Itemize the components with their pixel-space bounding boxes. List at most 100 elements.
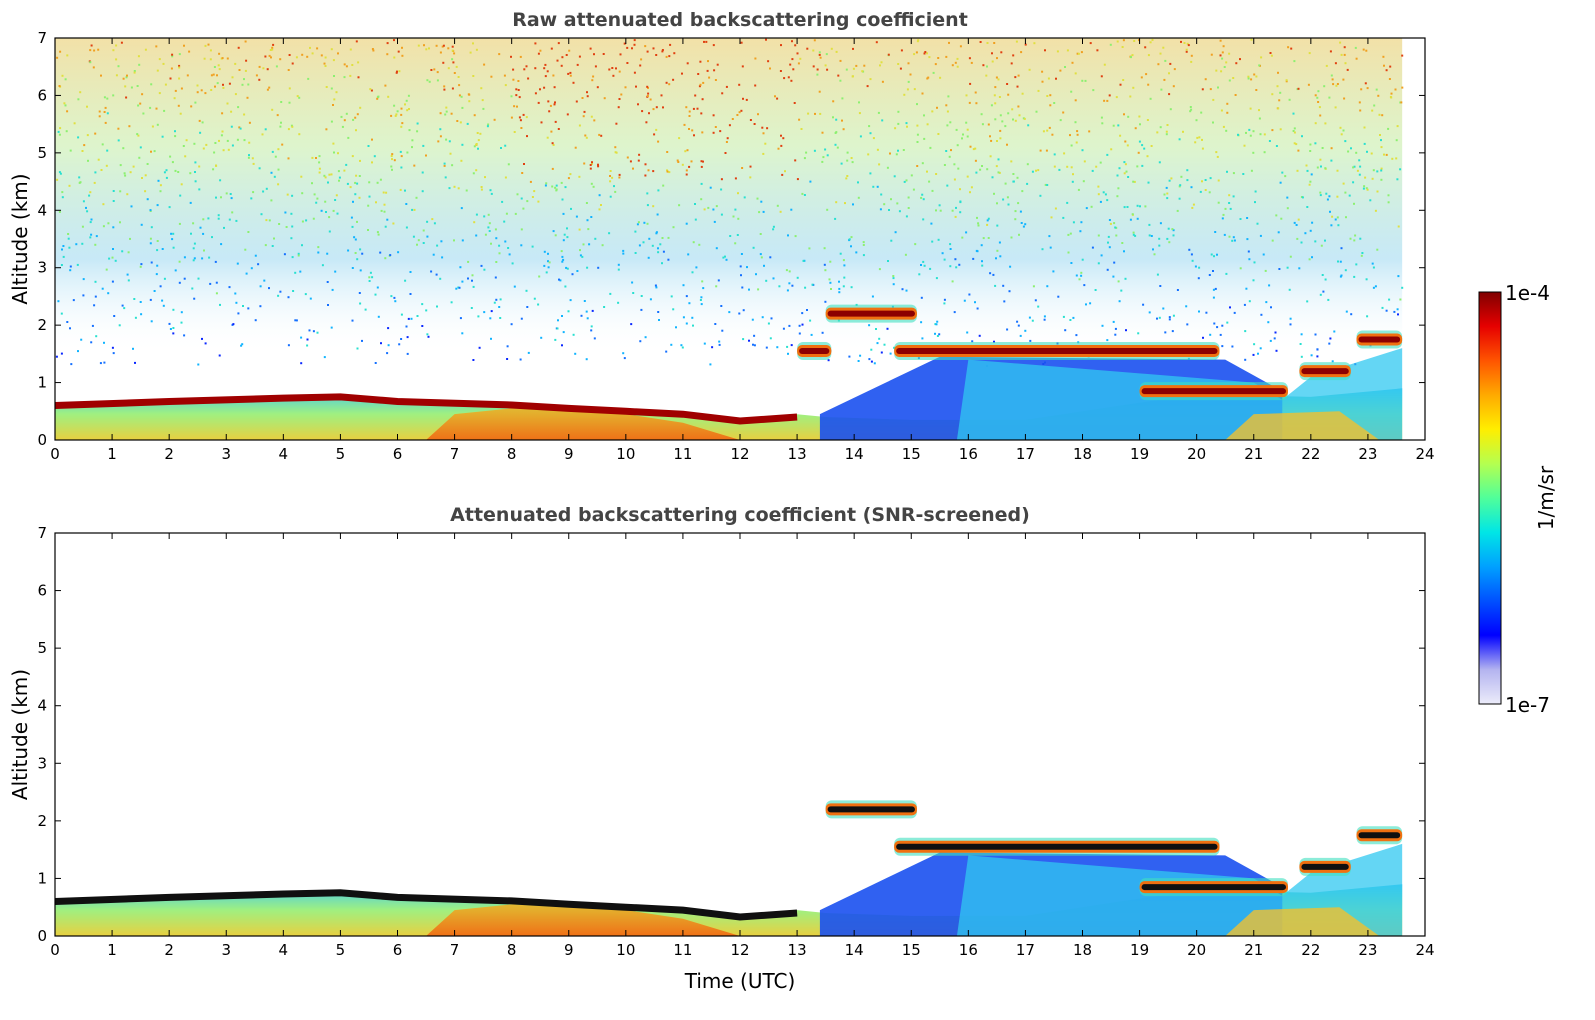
x-tick-label: 15: [902, 445, 921, 463]
cloud-core: [1301, 863, 1349, 870]
screened-backscatter-panel: Attenuated backscattering coefficient (S…: [8, 504, 1435, 993]
panel2-heatmap: [55, 800, 1403, 936]
cloud-core: [1358, 336, 1401, 343]
x-tick-label: 24: [1415, 941, 1434, 959]
x-tick-label: 3: [221, 445, 231, 463]
cloud-core: [1141, 388, 1286, 395]
y-tick-label: 2: [37, 316, 47, 334]
y-tick-label: 4: [37, 697, 47, 715]
x-tick-label: 19: [1130, 445, 1149, 463]
x-tick-label: 13: [788, 445, 807, 463]
cloud-core: [799, 347, 830, 354]
x-tick-label: 0: [50, 941, 60, 959]
y-tick-label: 6: [37, 86, 47, 104]
y-tick-label: 0: [37, 431, 47, 449]
panel1-y-ticks: 0 1 2 3 4 5 6 7: [37, 29, 1425, 449]
x-tick-label: 10: [616, 941, 635, 959]
y-tick-label: 3: [37, 259, 47, 277]
y-tick-label: 7: [37, 524, 47, 542]
panel1-title: Raw attenuated backscattering coefficien…: [512, 9, 968, 31]
x-tick-label: 20: [1187, 941, 1206, 959]
x-tick-label: 16: [959, 445, 978, 463]
boundary-layer-top: [55, 889, 798, 921]
x-tick-label: 12: [730, 941, 749, 959]
x-tick-label: 7: [450, 941, 460, 959]
y-tick-label: 5: [37, 144, 47, 162]
panel1-heatmap: [55, 38, 1404, 440]
panel2-y-axis-label: Altitude (km): [8, 669, 32, 800]
y-tick-label: 5: [37, 639, 47, 657]
panel2-title: Attenuated backscattering coefficient (S…: [450, 504, 1030, 526]
y-tick-label: 4: [37, 201, 47, 219]
evening-warm-layer: [1225, 907, 1380, 936]
x-tick-label: 24: [1415, 445, 1434, 463]
cloud-core: [896, 843, 1218, 850]
x-tick-label: 5: [336, 941, 346, 959]
x-tick-label: 9: [564, 941, 574, 959]
x-tick-label: 3: [221, 941, 231, 959]
x-tick-label: 6: [393, 941, 403, 959]
cloud-core: [1358, 832, 1401, 839]
x-tick-label: 17: [1016, 445, 1035, 463]
y-tick-label: 1: [37, 869, 47, 887]
colorbar-max-label: 1e-4: [1505, 281, 1550, 305]
x-tick-label: 22: [1301, 445, 1320, 463]
x-tick-label: 6: [393, 445, 403, 463]
x-tick-label: 22: [1301, 941, 1320, 959]
x-tick-label: 10: [616, 445, 635, 463]
cloud-core: [1141, 884, 1286, 891]
x-tick-label: 9: [564, 445, 574, 463]
x-tick-label: 12: [730, 445, 749, 463]
cloud-core: [1301, 368, 1349, 375]
sky-noise-band: [55, 38, 1403, 354]
x-tick-label: 2: [164, 941, 174, 959]
y-tick-label: 2: [37, 812, 47, 830]
x-tick-label: 11: [673, 445, 692, 463]
y-tick-label: 3: [37, 754, 47, 772]
cloud-core: [896, 347, 1218, 354]
panel2-x-ticks: 0 1 2 3 4 5 6 7 8 9 10 11 12 13 14 15 16 17 18 19 20 21 22 23 24: [50, 533, 1435, 959]
x-tick-label: 21: [1244, 941, 1263, 959]
boundary-layer-top: [55, 393, 798, 425]
x-tick-label: 23: [1358, 445, 1377, 463]
panel2-x-axis-label: Time (UTC): [684, 969, 796, 993]
x-tick-label: 18: [1073, 445, 1092, 463]
y-tick-label: 0: [37, 927, 47, 945]
x-tick-label: 8: [507, 445, 517, 463]
x-tick-label: 2: [164, 445, 174, 463]
colorbar: 1e-4 1e-7 1/m/sr: [1478, 281, 1558, 717]
boundary-layer-core: [426, 408, 740, 440]
x-tick-label: 1: [107, 445, 117, 463]
colorbar-unit-label: 1/m/sr: [1534, 465, 1558, 530]
y-tick-label: 7: [37, 29, 47, 47]
x-tick-label: 4: [279, 941, 289, 959]
x-tick-label: 1: [107, 941, 117, 959]
colorbar-gradient: [1478, 291, 1502, 705]
panel1-x-ticks: 0 1 2 3 4 5 6 7 8 9 10 11 12 13 14 15 16 17 18 19 20 21 22 23 24: [50, 38, 1435, 463]
panel1-y-axis-label: Altitude (km): [8, 173, 32, 304]
x-tick-label: 7: [450, 445, 460, 463]
evening-warm-layer: [1225, 411, 1380, 440]
x-tick-label: 18: [1073, 941, 1092, 959]
noise-speckle: [55, 38, 1404, 367]
x-tick-label: 15: [902, 941, 921, 959]
cloud-core: [827, 310, 915, 317]
x-tick-label: 8: [507, 941, 517, 959]
x-tick-label: 13: [788, 941, 807, 959]
boundary-layer-core: [426, 904, 740, 936]
raw-backscatter-panel: Raw attenuated backscattering coefficien…: [8, 9, 1435, 463]
x-tick-label: 11: [673, 941, 692, 959]
x-tick-label: 5: [336, 445, 346, 463]
x-tick-label: 23: [1358, 941, 1377, 959]
y-tick-label: 1: [37, 374, 47, 392]
x-tick-label: 19: [1130, 941, 1149, 959]
x-tick-label: 4: [279, 445, 289, 463]
cloud-core: [827, 806, 915, 813]
panel2-y-ticks: 0 1 2 3 4 5 6 7: [37, 524, 1425, 945]
x-tick-label: 16: [959, 941, 978, 959]
x-tick-label: 21: [1244, 445, 1263, 463]
x-tick-label: 17: [1016, 941, 1035, 959]
x-tick-label: 0: [50, 445, 60, 463]
colorbar-min-label: 1e-7: [1505, 693, 1550, 717]
